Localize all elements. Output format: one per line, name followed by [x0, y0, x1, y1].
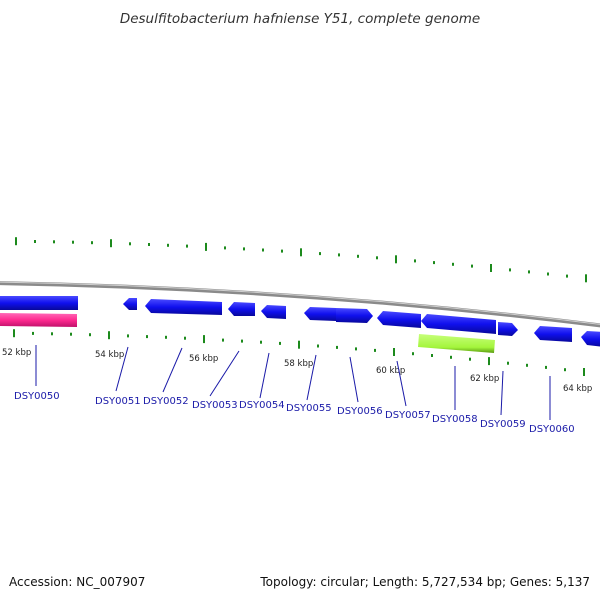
callout-line-dsy0052 — [162, 347, 183, 393]
scale-label-60kbp: 60 kbp — [376, 366, 405, 376]
gene-feature-dsy0050[interactable] — [0, 296, 78, 310]
scale-label-58kbp: 58 kbp — [284, 359, 313, 369]
gene-label-dsy0057[interactable]: DSY0057 — [385, 410, 431, 421]
gene-label-dsy0060[interactable]: DSY0060 — [529, 424, 575, 435]
genome-backbone — [0, 281, 600, 328]
genome-summary-text: Topology: circular; Length: 5,727,534 bp… — [259, 575, 590, 589]
scale-labels: 52 kbp 54 kbp 56 kbp 58 kbp 60 kbp 62 kb… — [2, 348, 592, 394]
callout-line-dsy0051 — [115, 346, 129, 392]
gene-callout-lines — [35, 345, 551, 420]
scale-label-64kbp: 64 kbp — [563, 384, 592, 394]
gene-label-dsy0055[interactable]: DSY0055 — [286, 403, 332, 414]
gene-feature-dsy0052[interactable] — [145, 299, 222, 315]
callout-line-dsy0056 — [349, 356, 359, 403]
scale-label-52kbp: 52 kbp — [2, 348, 31, 358]
gene-feature-minus-strand[interactable] — [0, 313, 77, 327]
gene-feature-dsy0057[interactable] — [377, 311, 421, 328]
scale-label-62kbp: 62 kbp — [470, 374, 499, 384]
accession-text: Accession: NC_007907 — [9, 575, 145, 589]
gene-feature-dsy0053[interactable] — [228, 302, 255, 316]
gene-feature-dsy0054[interactable] — [261, 305, 286, 319]
gene-feature-dsy0059[interactable] — [498, 322, 518, 336]
outer-tick-row — [15, 237, 587, 283]
map-title: Desulfitobacterium hafniense Y51, comple… — [120, 11, 480, 27]
callout-line-dsy0057 — [396, 360, 407, 407]
gene-feature-dsy0056[interactable] — [336, 308, 373, 323]
gene-label-dsy0053[interactable]: DSY0053 — [192, 400, 238, 411]
callout-line-dsy0055 — [306, 354, 317, 401]
gene-feature-highlight[interactable] — [418, 334, 495, 353]
gene-labels: DSY0050 DSY0051 DSY0052 DSY0053 DSY0054 … — [14, 391, 575, 435]
gene-label-dsy0052[interactable]: DSY0052 — [143, 396, 189, 407]
gene-label-dsy0054[interactable]: DSY0054 — [239, 400, 285, 411]
gene-feature-dsy0061[interactable] — [581, 331, 600, 347]
gene-label-dsy0059[interactable]: DSY0059 — [480, 419, 526, 430]
gene-label-dsy0058[interactable]: DSY0058 — [432, 414, 478, 425]
scale-label-56kbp: 56 kbp — [189, 354, 218, 364]
callout-line-dsy0053 — [209, 350, 240, 397]
gene-feature-dsy0060[interactable] — [534, 326, 572, 342]
scale-label-54kbp: 54 kbp — [95, 350, 124, 360]
gene-feature-dsy0058[interactable] — [421, 314, 496, 334]
genome-backbone-highlight — [0, 281, 600, 325]
gene-label-dsy0051[interactable]: DSY0051 — [95, 396, 141, 407]
callout-line-dsy0059 — [500, 370, 504, 416]
gene-label-dsy0056[interactable]: DSY0056 — [337, 406, 383, 417]
gene-track — [0, 296, 600, 353]
gene-label-dsy0050[interactable]: DSY0050 — [14, 391, 60, 402]
inner-tick-row — [13, 329, 585, 376]
callout-line-dsy0054 — [259, 352, 270, 399]
gene-feature-dsy0055[interactable] — [304, 307, 336, 321]
gene-feature-dsy0051[interactable] — [123, 298, 137, 310]
